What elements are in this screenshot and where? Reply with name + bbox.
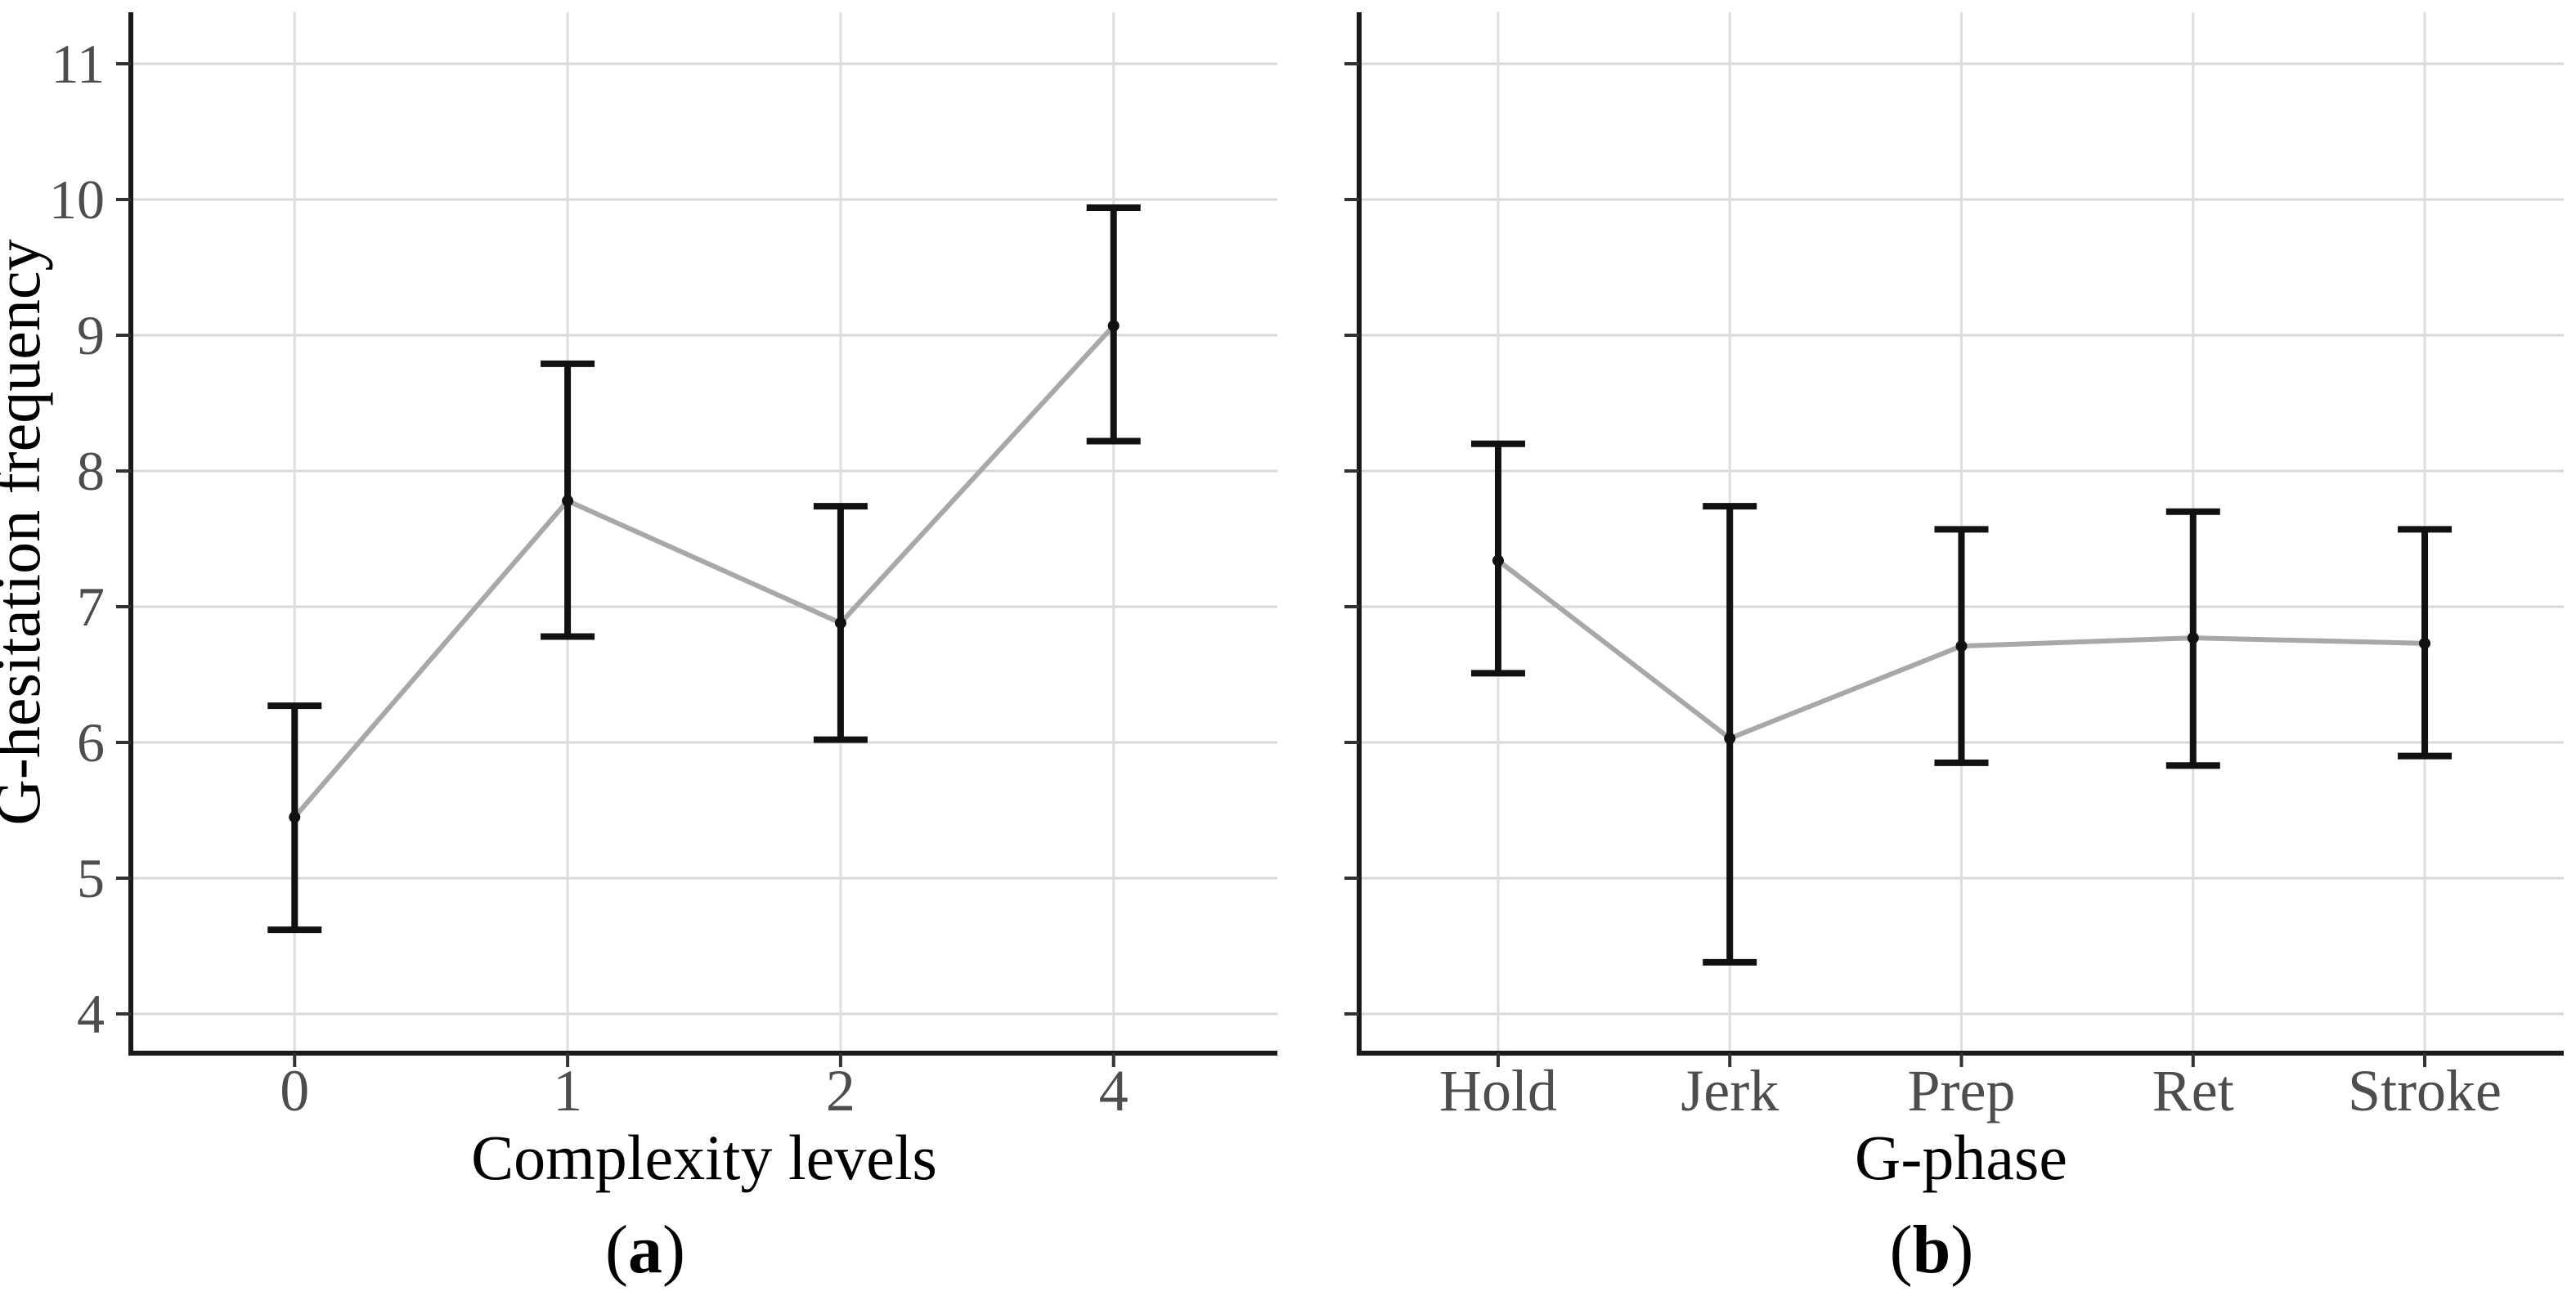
panel-a: 4 5 6 7 8 9 10 11 0 1 2 4 [49,12,1277,1123]
data-point [289,811,301,823]
data-point [2187,632,2199,644]
x-tick-label: Prep [1908,1058,2016,1123]
data-point [834,617,846,629]
y-tick-label: 11 [52,33,105,95]
data-point [2419,637,2431,649]
caption-b: (b) [1890,1212,1974,1288]
x-tick-label: Stroke [2348,1058,2502,1123]
data-point [562,495,574,507]
x-tick-label: 2 [826,1058,855,1123]
series-line [293,324,1115,819]
caption-b-letter: b [1913,1212,1951,1288]
y-tick-label: 4 [77,983,105,1045]
x-tick-label: Ret [2152,1058,2234,1123]
x-axis-title-b: G-phase [1855,1122,2067,1193]
x-tick-label: Jerk [1681,1058,1779,1123]
y-tick-label: 9 [77,304,105,366]
caption-a-open-paren: ( [605,1212,628,1288]
data-point [1107,320,1120,332]
data-point [1492,554,1504,567]
data-point [1724,733,1736,745]
caption-a-close-paren: ) [662,1212,685,1288]
x-tick-label: Hold [1439,1058,1557,1123]
caption-a-letter: a [628,1212,662,1288]
y-axis-title: G-hesitation frequency [0,240,53,826]
data-point [1955,640,1968,652]
panel-b: Hold Jerk Prep Ret Stroke [1344,12,2564,1123]
caption-b-open-paren: ( [1890,1212,1913,1288]
y-tick-label: 10 [49,168,105,231]
y-tick-label: 5 [77,847,105,909]
y-tick-label: 7 [77,576,105,638]
y-tick-label: 6 [77,711,105,774]
x-tick-label: 4 [1099,1058,1129,1123]
x-tick-label: 1 [553,1058,582,1123]
x-axis-title-a: Complexity levels [471,1122,937,1193]
caption-a: (a) [605,1212,685,1288]
caption-b-close-paren: ) [1950,1212,1973,1288]
y-tick-label: 8 [77,440,105,502]
x-tick-label: 0 [280,1058,309,1123]
